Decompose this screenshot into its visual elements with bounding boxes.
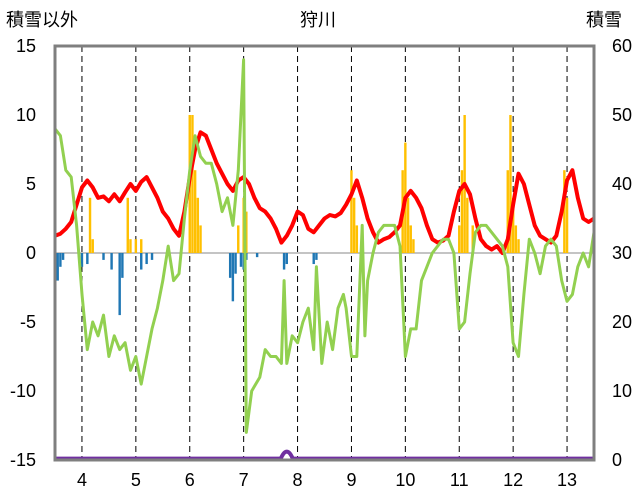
x-tick-11: 11 [450, 470, 469, 490]
negative-bar-19 [282, 253, 286, 270]
negative-bar-10 [145, 253, 148, 265]
negative-bar-6 [110, 253, 113, 270]
precipitation-bar-14 [350, 170, 353, 253]
x-tick-labels: 4 5 6 7 8 9 10 11 12 13 [77, 470, 577, 490]
left-tick--10: -10 [10, 381, 36, 401]
precipitation-bar-9 [196, 197, 200, 253]
x-tick-12: 12 [503, 470, 523, 490]
right-tick-60: 60 [612, 36, 632, 56]
precipitation-bar-11 [237, 225, 240, 253]
negative-bar-20 [285, 253, 288, 265]
temperature-line [53, 58, 596, 434]
negative-bar-2 [61, 253, 65, 260]
precipitation-bar-7 [191, 115, 194, 253]
precipitation-bar-21 [412, 239, 415, 253]
left-tick--5: -5 [20, 312, 36, 332]
precipitation-bar-26 [471, 225, 474, 253]
left-axis-label: 積雪以外 [6, 10, 78, 31]
negative-bar-7 [118, 253, 121, 316]
precipitation-bar-20 [409, 225, 412, 253]
negative-bar-9 [140, 253, 143, 270]
x-tick-4: 4 [77, 470, 87, 490]
right-tick-10: 10 [612, 381, 632, 401]
precipitation-bar-5 [140, 239, 143, 253]
right-tick-50: 50 [612, 105, 632, 125]
left-tick-5: 5 [26, 174, 36, 194]
right-tick-20: 20 [612, 312, 632, 332]
negative-bar-22 [315, 253, 318, 260]
precipitation-bar-27 [506, 170, 509, 253]
right-axis-label: 積雪 [586, 10, 622, 31]
negative-bar-8 [121, 253, 124, 278]
precipitation-bar-33 [565, 197, 569, 253]
precipitation-bar-29 [511, 197, 515, 253]
negative-bar-14 [234, 253, 237, 274]
x-tick-13: 13 [557, 470, 577, 490]
negative-bar-4 [86, 253, 89, 265]
precipitation-bar-19 [406, 197, 410, 253]
precipitation-bar-16 [355, 225, 359, 253]
x-tick-8: 8 [293, 470, 303, 490]
precipitation-bar-8 [193, 170, 197, 253]
right-tick-30: 30 [612, 243, 632, 263]
right-tick-0: 0 [612, 450, 622, 470]
precipitation-bar-4 [134, 239, 138, 253]
plot-frame [53, 44, 596, 462]
negative-bar-13 [231, 253, 235, 302]
precipitation-bar-31 [517, 239, 520, 253]
plot-border [53, 44, 596, 462]
x-tick-10: 10 [395, 470, 415, 490]
left-tick-0: 0 [26, 243, 36, 263]
left-tick--15: -15 [10, 450, 36, 470]
precipitation-bar-2 [126, 197, 129, 253]
precipitation-bar-30 [514, 225, 518, 253]
precipitation-bar-1 [91, 239, 94, 253]
precipitation-bar-25 [466, 197, 469, 253]
negative-bar-1 [59, 253, 62, 267]
precipitation-bar-28 [509, 115, 512, 253]
left-tick-10: 10 [16, 105, 36, 125]
x-tick-5: 5 [131, 470, 141, 490]
precipitation-bar-10 [199, 225, 202, 253]
right-tick-40: 40 [612, 174, 632, 194]
negative-bar-15 [239, 253, 243, 267]
negative-bar-0 [56, 253, 59, 281]
precipitation-bar-3 [129, 239, 132, 253]
chart-title: 狩川 [300, 10, 336, 31]
precipitation-bar-0 [88, 197, 92, 253]
left-tick-labels: 15 10 5 0 -5 -10 -15 [10, 36, 36, 470]
precipitation-bar-22 [458, 225, 461, 253]
precipitation-bar-32 [563, 170, 566, 253]
negative-bar-3 [80, 253, 84, 267]
negative-bar-21 [312, 253, 315, 265]
x-tick-6: 6 [185, 470, 195, 490]
right-tick-labels: 60 50 40 30 20 10 0 [612, 36, 632, 470]
negative-bar-12 [228, 253, 232, 278]
left-tick-15: 15 [16, 36, 36, 56]
precipitation-bar-23 [460, 170, 464, 253]
x-tick-9: 9 [346, 470, 356, 490]
x-tick-7: 7 [239, 470, 249, 490]
negative-bar-18 [255, 253, 259, 258]
negative-bar-11 [150, 253, 154, 260]
negative-bar-5 [102, 253, 105, 260]
precipitation-bar-15 [352, 197, 356, 253]
